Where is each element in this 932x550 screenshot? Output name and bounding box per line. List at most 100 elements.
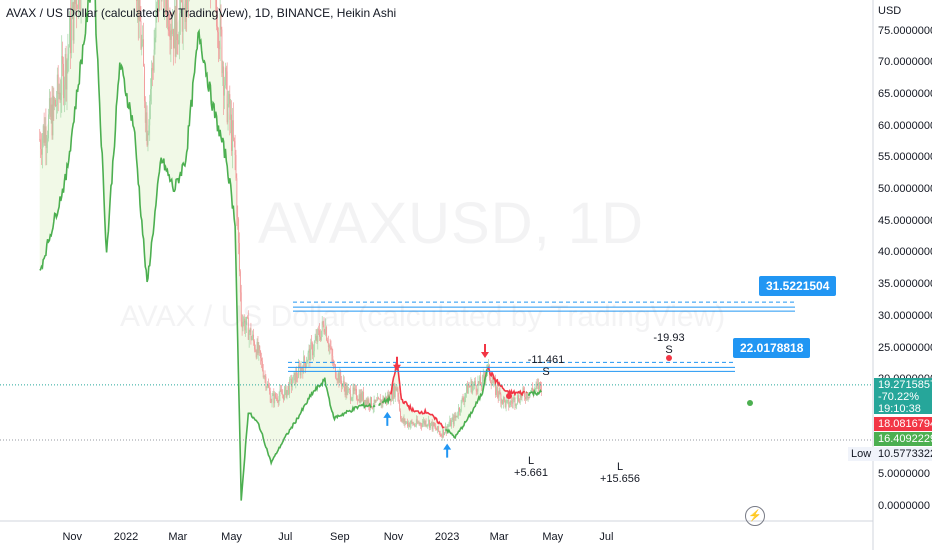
candle-body	[469, 386, 471, 388]
candle-body	[224, 85, 225, 96]
candle-body	[240, 292, 242, 322]
candle-body	[539, 382, 541, 390]
candle-body	[436, 429, 438, 431]
candle-body	[55, 99, 57, 107]
candle-body	[151, 68, 152, 89]
candle-body	[356, 388, 357, 400]
red-line-price-tag[interactable]: 18.0816794	[874, 417, 932, 431]
candle-body	[229, 94, 231, 120]
candle-body	[76, 0, 78, 9]
candle-body	[332, 355, 334, 364]
candle-body	[360, 392, 362, 403]
candle-body	[372, 407, 374, 409]
candle-body	[414, 424, 416, 426]
candle-body	[400, 410, 401, 419]
time-tick-label: 2023	[434, 531, 460, 543]
time-tick-label: May	[542, 531, 564, 543]
candle-body	[261, 361, 263, 371]
candle-body	[430, 421, 432, 424]
chart-title[interactable]: AVAX / US Dollar (calculated by TradingV…	[6, 6, 397, 20]
candle-body	[216, 0, 218, 27]
candle-body	[289, 379, 291, 394]
candle-body	[368, 399, 370, 407]
candle-body	[310, 342, 312, 361]
candle-body	[409, 424, 411, 427]
candle-body	[264, 376, 266, 378]
candle-body	[73, 0, 75, 41]
candle-body	[70, 18, 72, 54]
candle-body	[394, 386, 396, 398]
candle-body	[282, 394, 284, 396]
candle-body	[376, 400, 378, 402]
candle-body	[152, 69, 154, 71]
candle-body	[225, 67, 227, 72]
candle-body	[326, 327, 328, 341]
candle-body	[185, 0, 187, 22]
candle-body	[77, 0, 79, 9]
candle-body	[422, 420, 424, 424]
candle-body	[318, 329, 320, 331]
candle-body	[451, 417, 453, 421]
candle-body	[304, 356, 306, 363]
candle-body	[75, 0, 77, 5]
low-price-tag[interactable]: 10.5773322	[874, 447, 932, 461]
green-line-price-tag[interactable]: 16.4092229	[874, 432, 932, 446]
price-axis-unit[interactable]: USD	[878, 5, 902, 17]
current-price-tag[interactable]: 19.2715857 -70.22% 19:10:38	[874, 378, 932, 415]
candle-body	[481, 384, 482, 387]
candle-body	[287, 386, 289, 391]
candle-body	[145, 112, 147, 123]
candle-body	[534, 388, 536, 390]
time-tick-label: Jul	[278, 531, 293, 543]
time-tick-label: 2022	[113, 531, 139, 543]
candle-body	[426, 425, 428, 427]
level-callout-upper[interactable]: 31.5221504	[759, 276, 837, 296]
price-tick-label: 40.0000000	[878, 246, 932, 259]
candle-body	[537, 383, 539, 385]
candle-body	[173, 29, 174, 49]
candle-body	[497, 394, 499, 398]
candle-body	[64, 54, 66, 85]
candle-body	[248, 332, 250, 340]
signal-pnl-4: -19.93	[653, 332, 685, 344]
lightning-icon[interactable]: ⚡	[745, 506, 765, 526]
current-price-value: 19.2715857	[878, 379, 932, 391]
candle-body	[241, 321, 243, 328]
candle-body	[417, 422, 419, 424]
candle-body	[387, 395, 389, 399]
candle-body	[444, 426, 446, 433]
candle-body	[429, 423, 431, 428]
candle-body	[523, 388, 525, 392]
trail-start-dot	[666, 355, 672, 362]
candle-body	[222, 66, 224, 74]
candle-body	[325, 327, 327, 334]
candle-body	[180, 0, 182, 3]
candle-body	[396, 388, 398, 391]
candle-body	[41, 148, 42, 155]
trail-start-dot	[506, 393, 512, 400]
candle-body	[471, 381, 473, 393]
candle-body	[182, 0, 184, 32]
candle-body	[244, 318, 246, 331]
candle-body	[467, 385, 469, 394]
candle-body	[365, 399, 367, 406]
candle-body	[138, 0, 140, 21]
candle-body	[257, 341, 259, 354]
candle-body	[366, 399, 368, 404]
candle-body	[444, 432, 445, 436]
candle-body	[61, 56, 63, 96]
candle-body	[509, 405, 511, 407]
candle-body	[269, 391, 271, 403]
candle-body	[256, 341, 258, 358]
candle-body	[416, 419, 418, 424]
candle-body	[165, 0, 167, 14]
level-callout-lower[interactable]: 22.0178818	[733, 338, 811, 358]
price-tick-label: 55.0000000	[878, 151, 932, 164]
candle-body	[515, 405, 517, 406]
candle-body	[356, 399, 358, 401]
candle-body	[43, 125, 45, 143]
arrow-up-icon	[443, 443, 452, 458]
candle-body	[171, 29, 173, 35]
